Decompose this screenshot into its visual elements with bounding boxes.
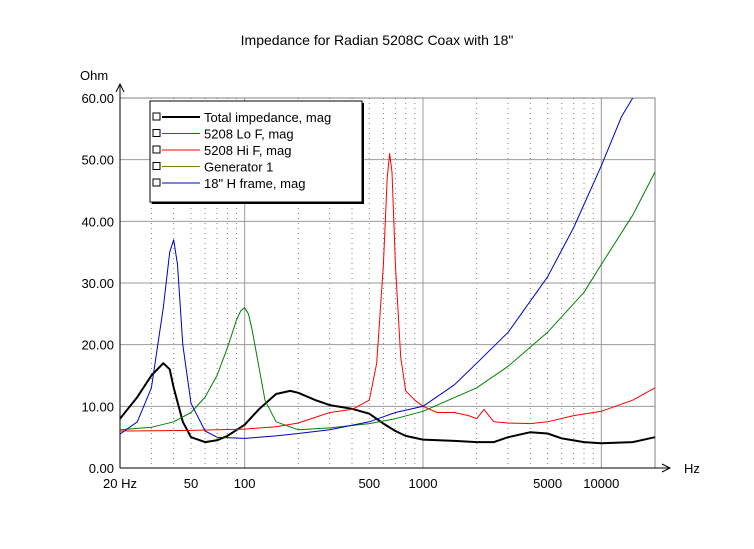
x-tick-label: 20 Hz <box>103 476 137 491</box>
y-tick-label: 40.00 <box>81 214 114 229</box>
series-line-4 <box>119 97 634 439</box>
chart-title: Impedance for Radian 5208C Coax with 18" <box>241 32 514 48</box>
legend-checkbox <box>152 145 161 154</box>
series-line-1 <box>119 171 656 431</box>
x-tick-label: 5000 <box>533 476 562 491</box>
legend-checkbox <box>152 178 161 187</box>
y-tick-label: 20.00 <box>81 338 114 353</box>
x-tick-label: 50 <box>184 476 198 491</box>
legend-label: 18" H frame, mag <box>204 176 305 191</box>
y-tick-label: 10.00 <box>81 399 114 414</box>
y-tick-label: 0.00 <box>89 461 114 476</box>
axes <box>115 82 672 473</box>
y-tick-label: 30.00 <box>81 276 114 291</box>
x-axis-label: Hz <box>684 461 700 476</box>
x-tick-label: 100 <box>234 476 256 491</box>
y-axis-label: Ohm <box>80 68 108 83</box>
legend-label: 5208 Lo F, mag <box>204 127 294 142</box>
y-tick-label: 60.00 <box>81 91 114 106</box>
legend-label: 5208 Hi F, mag <box>204 143 291 158</box>
legend-checkbox <box>152 129 161 137</box>
x-tick-label: 1000 <box>409 476 438 491</box>
series-line-0 <box>119 362 656 445</box>
x-tick-labels: 20 Hz 50 100 500 1000 5000 10000 <box>103 476 619 491</box>
x-axis-arrow <box>661 463 672 473</box>
y-tick-label: 50.00 <box>81 153 114 168</box>
grid <box>120 98 655 468</box>
legend-label: Generator 1 <box>204 160 273 175</box>
x-tick-label: 10000 <box>583 476 619 491</box>
y-tick-labels: 0.00 10.00 20.00 30.00 40.00 50.00 60.00 <box>81 91 114 476</box>
legend-checkbox <box>152 162 161 170</box>
series-line-2 <box>119 153 656 432</box>
series-lines <box>119 97 656 445</box>
legend-label: Total impedance, mag <box>204 110 331 125</box>
y-axis-arrow <box>115 82 125 93</box>
x-tick-label: 500 <box>358 476 380 491</box>
legend-checkbox <box>152 112 161 121</box>
